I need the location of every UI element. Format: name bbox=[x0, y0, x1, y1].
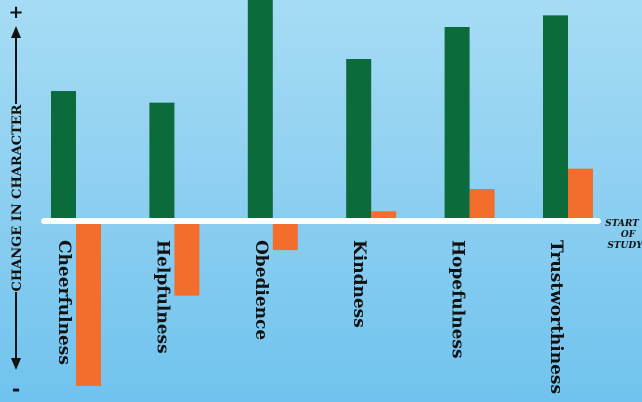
bar-obedience-series-2 bbox=[272, 221, 298, 251]
baseline-note-line-3: STUDY bbox=[607, 241, 642, 251]
category-label-obedience: Obedience bbox=[251, 240, 271, 340]
bar-helpfulness-series-2 bbox=[174, 221, 200, 296]
category-label-hopefulness: Hopefulness bbox=[448, 240, 468, 359]
bar-cheerfulness-series-1 bbox=[51, 91, 76, 222]
category-labels: Cheerfulness Helpfulness Obedience Kindness… bbox=[54, 240, 566, 394]
up-arrow-icon bbox=[11, 26, 21, 38]
baseline-note: START OF STUDY bbox=[605, 219, 642, 251]
bar-kindness-series-2 bbox=[371, 211, 397, 221]
category-label-helpfulness: Helpfulness bbox=[152, 240, 172, 354]
baseline-note-line-2: OF bbox=[621, 230, 636, 240]
bars-layer bbox=[51, 0, 593, 386]
category-label-trustworthiness: Trustworthiness bbox=[546, 240, 566, 394]
category-label-kindness: Kindness bbox=[349, 240, 369, 328]
bar-hopefulness-series-1 bbox=[444, 27, 470, 221]
bar-kindness-series-1 bbox=[346, 59, 372, 222]
y-axis: + - CHANGE IN CHARACTER bbox=[8, 2, 25, 401]
bar-helpfulness-series-1 bbox=[149, 102, 175, 221]
y-axis-label: CHANGE IN CHARACTER bbox=[10, 104, 25, 291]
negative-marker: - bbox=[12, 377, 20, 401]
bar-hopefulness-series-2 bbox=[469, 188, 495, 221]
bar-cheerfulness-series-2 bbox=[76, 221, 101, 386]
bar-trustworthiness-series-2 bbox=[568, 168, 593, 221]
bar-obedience-series-1 bbox=[247, 0, 273, 222]
positive-marker: + bbox=[8, 2, 23, 23]
category-label-cheerfulness: Cheerfulness bbox=[54, 240, 74, 365]
bar-trustworthiness-series-1 bbox=[543, 15, 568, 221]
down-arrow-icon bbox=[11, 358, 21, 370]
baseline-note-line-1: START bbox=[605, 219, 640, 229]
